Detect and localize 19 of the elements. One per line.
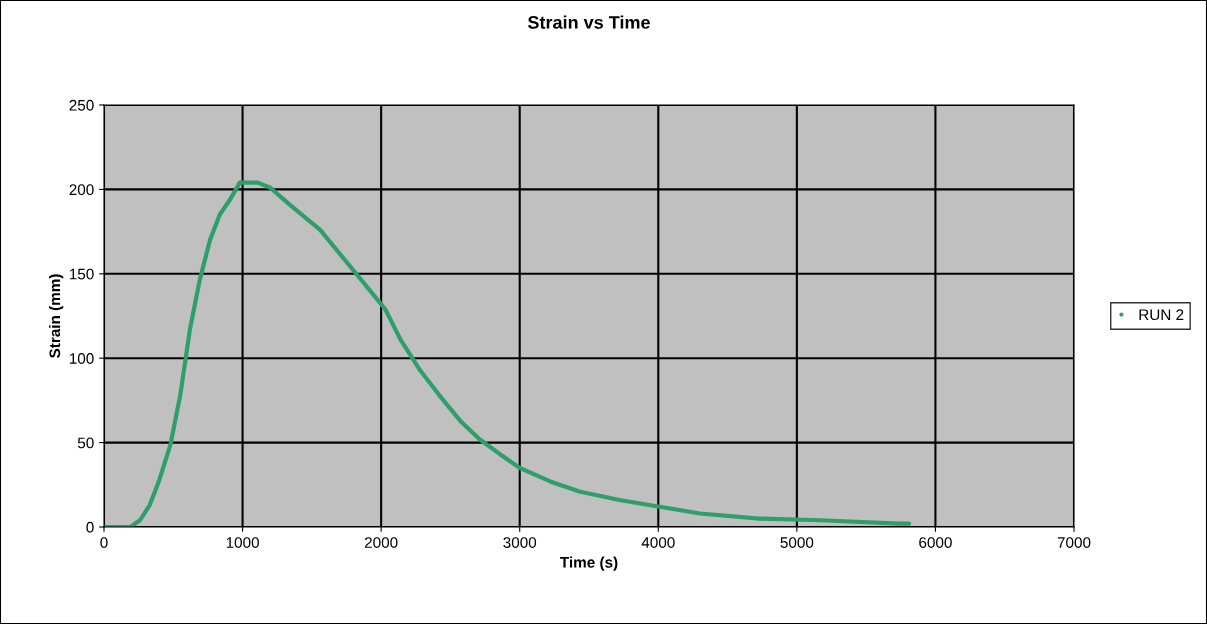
y-tick-label: 50 — [77, 437, 94, 449]
x-tick-label: 0 — [100, 537, 108, 548]
x-tick-label: 4000 — [641, 537, 675, 548]
y-axis-title: Strain (mm) — [48, 274, 64, 358]
y-tick-label: 150 — [69, 268, 94, 280]
y-tick-label: 100 — [69, 353, 94, 364]
y-tick-label: 250 — [69, 99, 94, 111]
x-tick-label: 2000 — [364, 537, 398, 548]
x-tick-label: 1000 — [226, 537, 259, 548]
legend-label: RUN 2 — [1139, 309, 1184, 321]
y-tick-label: 0 — [86, 521, 94, 533]
line-series — [104, 180, 912, 527]
x-axis-title: Time (s) — [560, 556, 618, 571]
y-tick-label: 200 — [69, 184, 94, 196]
x-tick-label: 6000 — [919, 537, 952, 548]
x-tick-label: 7000 — [1057, 537, 1091, 548]
chart-title: Strain vs Time — [527, 15, 650, 29]
x-tick-label: 5000 — [780, 537, 814, 548]
x-tick-label: 3000 — [503, 537, 537, 548]
